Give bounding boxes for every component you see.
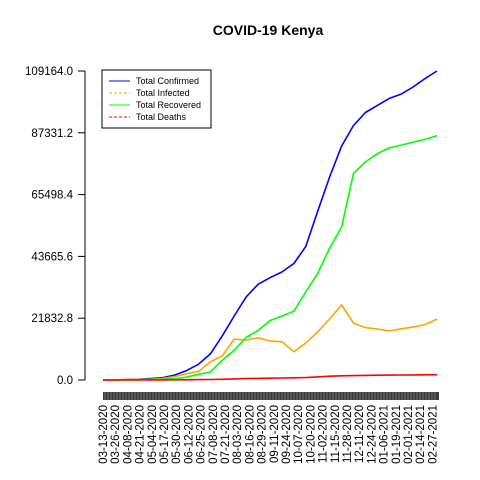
y-tick-label: 87331.2 [31,128,73,140]
x-tick-label: 12-11-2020 [354,405,366,463]
x-tick-label: 11-15-2020 [330,405,342,463]
y-tick-label: 109164.0 [25,66,73,78]
series-line-3 [103,373,438,381]
x-tick-label: 08-16-2020 [244,405,256,464]
series-layer [102,70,438,381]
y-tick-label: 43665.6 [31,251,73,263]
x-axis-tick-band [103,392,439,400]
x-tick-label: 11-02-2020 [318,405,330,463]
x-tick-label: 07-21-2020 [220,405,232,464]
x-tick-label: 09-11-2020 [269,405,281,463]
chart-title: COVID-19 Kenya [213,22,324,38]
legend-box [101,69,212,129]
x-tick-label: 07-08-2020 [208,405,220,464]
y-tick-label: 0.0 [57,375,73,387]
x-axis: 03-13-2020 03-26-2020 04-08-2020 04-21-2020… [98,405,439,464]
x-tick-label: 03-13-2020 [98,405,110,464]
x-tick-label: 02-27-2021 [427,405,439,464]
series-line-1 [102,304,438,381]
legend-label: Total Confirmed [136,76,199,86]
y-axis: 0.0 21832.8 43665.6 65498.4 87331.2 109164.0 [25,66,86,387]
series-line-2 [103,134,438,381]
x-tick-label: 06-12-2020 [183,405,195,464]
x-tick-label: 11-28-2020 [342,405,354,463]
legend-label: Total Deaths [136,112,187,122]
x-tick-label: 02-14-2021 [415,405,427,464]
x-tick-label: 08-03-2020 [232,405,244,464]
legend-label: Total Infected [136,88,190,98]
x-tick-label: 01-06-2021 [379,405,391,464]
x-tick-label: 03-26-2020 [110,405,122,464]
x-tick-label: 10-20-2020 [305,405,317,464]
x-tick-label: 06-25-2020 [196,405,208,464]
y-tick-label: 65498.4 [31,190,73,202]
x-tick-label: 02-01-2021 [403,405,415,464]
x-tick-label: 09-24-2020 [281,405,293,464]
x-axis-band [103,392,439,400]
x-tick-label: 01-19-2021 [391,405,403,464]
x-tick-label: 05-17-2020 [159,405,171,464]
x-tick-label: 04-21-2020 [135,405,147,464]
x-tick-label: 08-29-2020 [257,405,269,464]
x-tick-label: 04-08-2020 [122,405,134,464]
y-tick-label: 21832.8 [31,313,73,325]
x-tick-label: 05-04-2020 [147,405,159,464]
legend: Total Confirmed Total Infected Total Recov… [101,69,212,129]
x-tick-label: 05-30-2020 [171,405,183,464]
x-tick-label: 12-24-2020 [366,405,378,464]
legend-label: Total Recovered [136,100,201,110]
x-tick-label: 10-07-2020 [293,405,305,464]
